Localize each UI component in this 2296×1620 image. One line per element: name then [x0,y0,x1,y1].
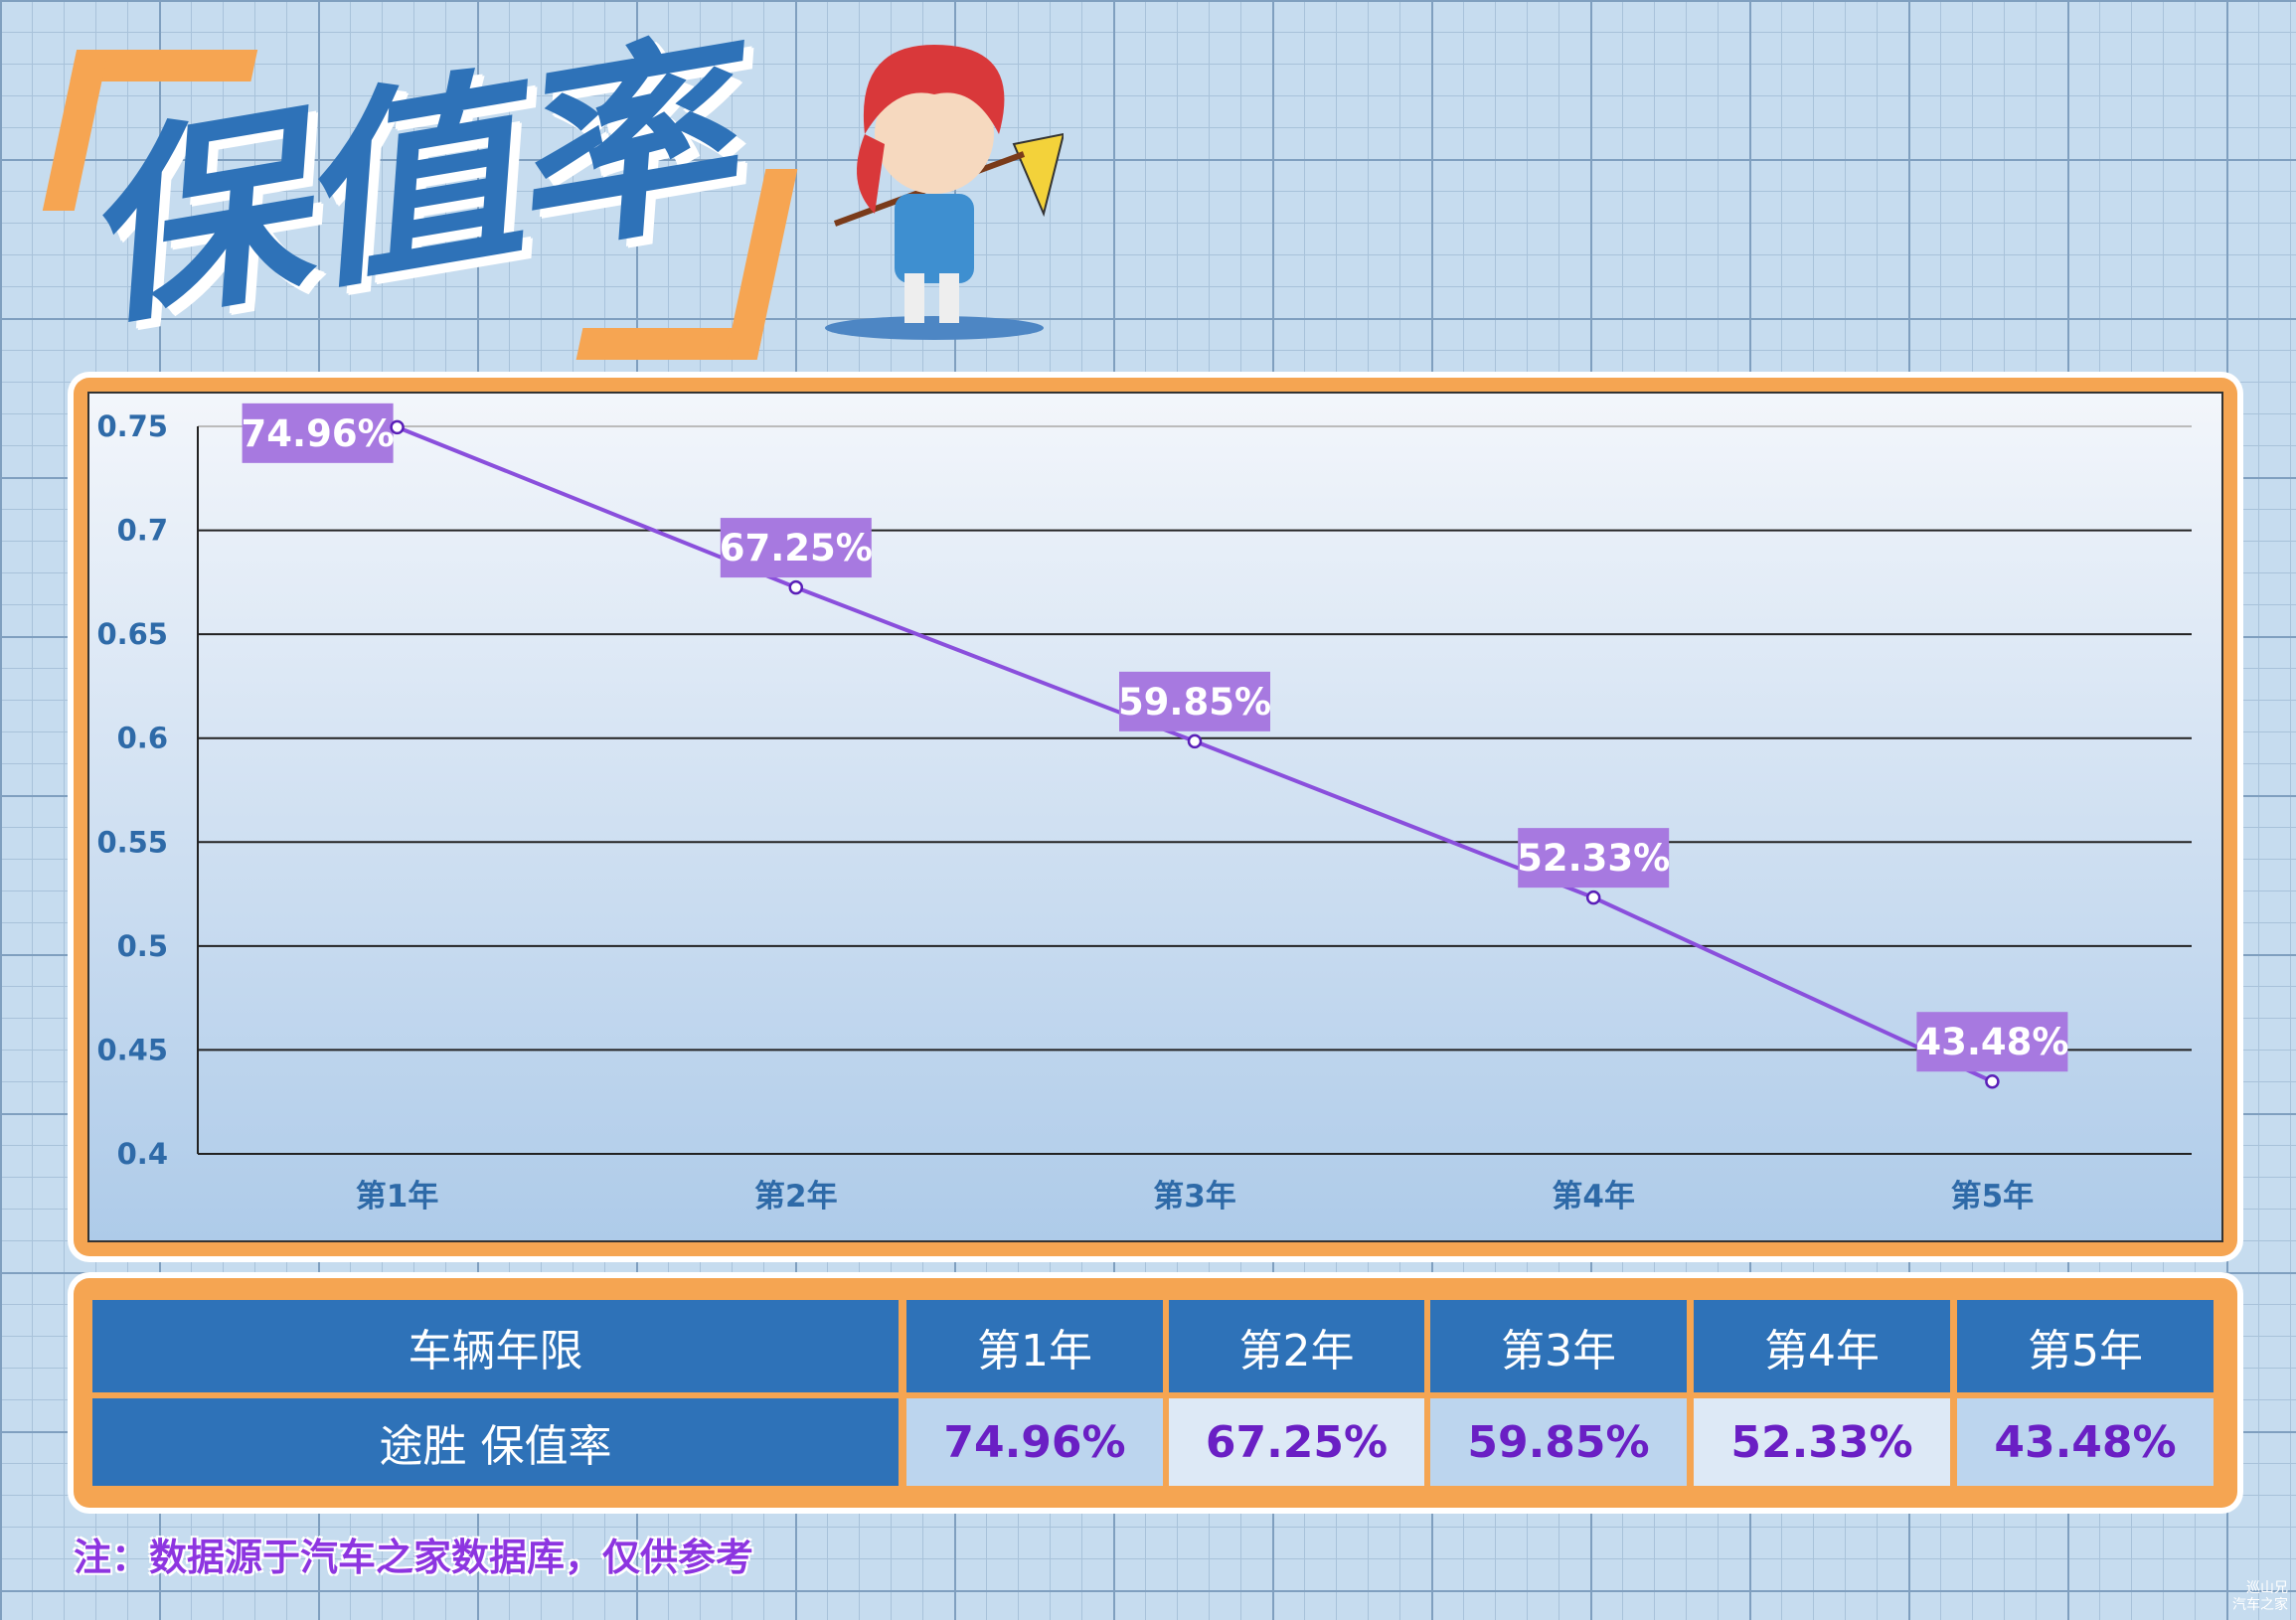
watermark-line: 汽车之家 [2232,1597,2288,1614]
y-tick-label: 0.6 [117,722,168,755]
source-note: 注：数据源于汽车之家数据库，仅供参考 [74,1536,754,1579]
data-point [1585,890,1601,905]
chart-area [87,392,2223,1242]
y-tick-label: 0.55 [96,825,168,859]
y-tick-label: 0.45 [96,1033,168,1066]
table-header-cell: 第1年 [906,1300,1163,1392]
series-line [396,424,1994,1084]
data-label-box [1518,828,1670,889]
y-tick-label: 0.4 [117,1137,168,1171]
chart-frame: 0.75 0.7 0.65 0.6 0.55 0.5 0.45 0.4 第1年 第2年 第3年 第4年… [74,378,2237,1256]
data-label: 52.33% [1517,837,1670,880]
y-tick-label: 0.5 [117,929,168,963]
line-chart: 0.75 0.7 0.65 0.6 0.55 0.5 0.45 0.4 第1年 第2年 第3年 第4年… [96,403,2192,1215]
data-point [788,579,804,595]
table-header-cell: 第4年 [1694,1300,1950,1392]
data-label-box [242,403,394,463]
data-point [1187,733,1203,749]
x-tick-label: 第5年 [1951,1179,2035,1215]
y-tick-label: 0.75 [96,409,168,443]
data-label: 43.48% [1915,1021,2068,1063]
table-cell: 途胜 保值率 [92,1398,899,1486]
data-label-box [720,518,872,578]
table-header-cell: 第3年 [1430,1300,1687,1392]
table-cell: 43.48% [1957,1398,2214,1486]
table-header-cell: 第5年 [1957,1300,2214,1392]
data-label: 74.96% [242,412,395,455]
data-point [390,419,405,435]
table-cell: 52.33% [1694,1398,1950,1486]
data-label: 67.25% [720,527,873,569]
x-tick-label: 第4年 [1552,1179,1635,1215]
table-cell: 67.25% [1169,1398,1424,1486]
data-table: 车辆年限 第1年 第2年 第3年 第4年 第5年途胜 保值率 74.96% 67.25% 59.… [74,1278,2237,1508]
x-tick-label: 第2年 [754,1179,838,1215]
y-tick-label: 0.65 [96,617,168,651]
data-label-box [1916,1012,2068,1072]
data-label: 59.85% [1118,681,1271,724]
table-cell: 74.96% [906,1398,1163,1486]
table-header-cell: 车辆年限 [92,1300,899,1392]
watermark: 巡山兄 汽车之家 [2232,1580,2288,1614]
watermark-line: 巡山兄 [2246,1580,2288,1597]
title-banner: 保值率 [40,4,815,360]
table-header-cell: 第2年 [1169,1300,1424,1392]
data-label-box [1119,671,1270,731]
mascot-illustration [825,45,1064,340]
x-tick-label: 第1年 [356,1179,439,1215]
x-tick-label: 第3年 [1153,1179,1236,1215]
y-tick-label: 0.7 [117,514,168,548]
table-cell: 59.85% [1430,1398,1687,1486]
data-point [1985,1073,2000,1089]
